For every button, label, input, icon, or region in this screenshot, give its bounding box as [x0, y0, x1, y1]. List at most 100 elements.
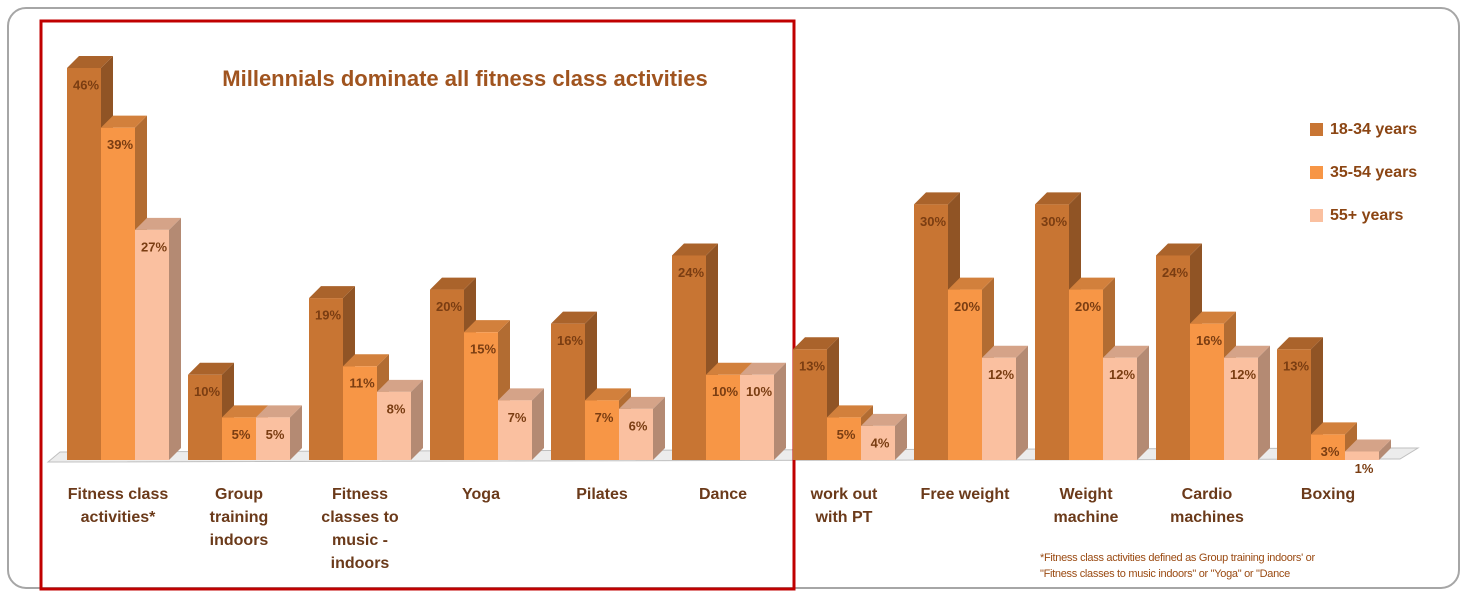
bar-face [948, 277, 994, 290]
x-tick-label: Fitness classes to music - indoors [321, 486, 399, 572]
bar-face [982, 357, 1016, 460]
data-label: 10% [712, 384, 738, 399]
data-label: 3% [1321, 444, 1340, 459]
legend-swatch [1310, 166, 1323, 179]
data-label: 24% [1162, 265, 1188, 280]
x-tick-label: Weight machine [1053, 486, 1119, 526]
bar-face [1311, 422, 1357, 435]
bar-face [1258, 345, 1270, 460]
data-label: 20% [436, 299, 462, 314]
data-label: 13% [799, 359, 825, 374]
bar-face [411, 379, 423, 460]
bar-face [1103, 345, 1149, 358]
bar [740, 362, 786, 460]
bar-face [1224, 345, 1270, 358]
bar-face [290, 405, 302, 460]
bar-face [464, 320, 510, 333]
bar-face [948, 289, 982, 460]
bar-face [861, 413, 907, 426]
bar-face [101, 127, 135, 461]
bar-face [67, 56, 113, 68]
bar-face [67, 68, 101, 460]
legend-label: 35-54 years [1330, 164, 1417, 181]
x-tick-label: Fitness class activities* [67, 486, 169, 526]
bar-face [1277, 337, 1323, 350]
data-label: 5% [266, 427, 285, 442]
bar-face [222, 405, 268, 418]
data-label: 7% [508, 410, 527, 425]
x-tick-label: Group training indoors [209, 486, 269, 549]
legend-swatch [1310, 209, 1323, 222]
bar-face [135, 229, 169, 460]
bar-face [827, 417, 861, 460]
bar-face [1345, 451, 1379, 460]
bar-face [1190, 311, 1236, 324]
bar-face [585, 388, 631, 401]
legend-label: 55+ years [1330, 207, 1404, 224]
bar-face [430, 289, 464, 460]
bar-face [982, 345, 1028, 358]
x-tick-label: Boxing [1300, 486, 1356, 503]
bar-face [1069, 289, 1103, 460]
bar-face [551, 323, 585, 460]
bar-face [619, 408, 653, 460]
bar-face [706, 374, 740, 460]
bar-face [1190, 323, 1224, 460]
bar-face [619, 396, 665, 409]
bar-face [827, 405, 873, 418]
bar-face [222, 417, 256, 460]
data-label: 27% [141, 239, 167, 254]
data-label: 30% [1041, 214, 1067, 229]
bar-face [498, 400, 532, 460]
bar-face [256, 417, 290, 460]
bar [256, 405, 302, 460]
bar-face [1156, 243, 1202, 256]
bar-face [914, 204, 948, 460]
data-label: 12% [1109, 367, 1135, 382]
bar-face [430, 277, 476, 290]
bar-face [188, 362, 234, 375]
data-label: 20% [954, 299, 980, 314]
data-label: 20% [1075, 299, 1101, 314]
bar-face [135, 217, 181, 230]
bar [498, 388, 544, 460]
bar-face [793, 349, 827, 460]
data-label: 46% [73, 77, 99, 92]
bar-face [309, 286, 355, 299]
bar-face [585, 400, 619, 460]
bar-face [740, 374, 774, 460]
bar-face [1103, 357, 1137, 460]
bar-face [551, 311, 597, 324]
bar-face [1069, 277, 1115, 290]
bar-face [1311, 434, 1345, 460]
x-tick-label: Cardio machines [1170, 486, 1244, 526]
bar-face [895, 413, 907, 460]
bar-face [653, 396, 665, 460]
bar-face [1379, 439, 1391, 460]
data-label: 16% [1196, 333, 1222, 348]
bar-face [1035, 204, 1069, 460]
bar-face [793, 337, 839, 350]
x-tick-label: Pilates [576, 486, 628, 503]
data-label: 19% [315, 308, 341, 323]
legend-label: 18-34 years [1330, 121, 1417, 138]
bar-face [1345, 439, 1391, 452]
bar-face [343, 366, 377, 460]
bar-face [1224, 357, 1258, 460]
data-label: 7% [595, 410, 614, 425]
bar-face [1277, 349, 1311, 460]
data-label: 39% [107, 137, 133, 152]
data-label: 15% [470, 342, 496, 357]
highlight-box [39, 19, 796, 591]
bar [377, 379, 423, 460]
chart-title: Millennials dominate all fitness class a… [222, 66, 707, 91]
bar [982, 345, 1028, 460]
bar-face [861, 425, 895, 460]
bar [1277, 337, 1323, 460]
bar-face [101, 115, 147, 128]
bar-face [343, 354, 389, 367]
bar-face [256, 405, 302, 418]
bar-face [1016, 345, 1028, 460]
data-label: 10% [746, 384, 772, 399]
